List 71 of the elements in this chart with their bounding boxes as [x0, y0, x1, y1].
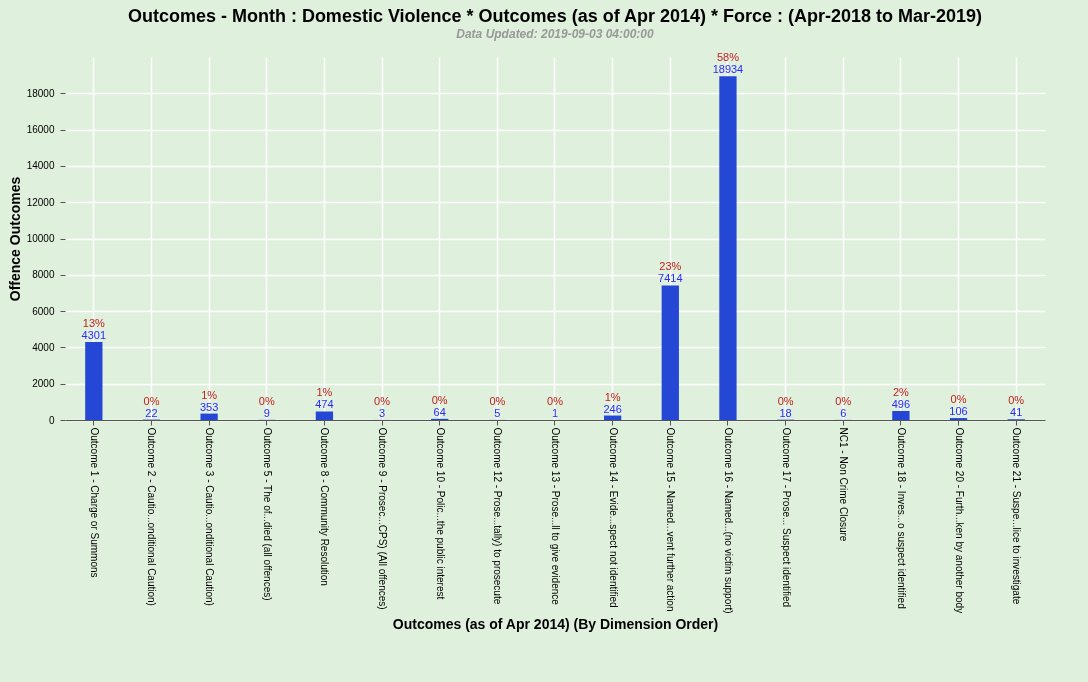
- data-label: 41: [1010, 406, 1023, 419]
- annotation: 1%: [604, 390, 621, 403]
- annotation: 0%: [950, 393, 967, 406]
- y-tick-label: 14000: [26, 160, 55, 172]
- bar: [661, 285, 679, 420]
- annotation: 0%: [547, 394, 564, 407]
- x-tick-label: Outcome 20 - Furth...ken by another body: [953, 427, 965, 614]
- data-label: 1: [551, 406, 559, 419]
- data-label: 7414: [658, 272, 683, 285]
- x-tick-label: Outcome 13 - Prose...ll to give evidence: [550, 427, 561, 606]
- bar: [892, 411, 910, 420]
- data-label: 6: [840, 406, 847, 419]
- bar: [719, 76, 737, 420]
- x-tick-label: Outcome 17 - Prose... Suspect identified: [780, 427, 792, 608]
- annotation: 58%: [716, 51, 740, 64]
- y-tick-label: 16000: [26, 124, 55, 136]
- x-tick-label: Outcome 2 - Cautio...onditional Caution): [146, 427, 158, 606]
- annotation: 1%: [316, 386, 333, 399]
- y-tick-label: 12000: [26, 196, 55, 208]
- x-tick-label: Outcome 14 - Evide...spect not identified: [607, 427, 619, 608]
- data-label: 4301: [81, 328, 107, 341]
- x-tick-label: Outcome 5 - The of...died (all offences): [261, 427, 273, 601]
- data-label: 353: [199, 400, 219, 413]
- annotation: 0%: [1008, 394, 1025, 407]
- x-tick-label: Outcome 16 - Named...(no victim support): [722, 427, 734, 614]
- x-tick-label: Outcome 21 - Suspe...lice to investigate: [1011, 427, 1023, 605]
- annotation: 13%: [82, 316, 106, 329]
- chart-title: Outcomes - Month : Domestic Violence * Outcomes (as of Apr 2014) * Force : (Apr-2018 to Mar-2019): [127, 6, 983, 27]
- data-label: 18: [779, 406, 792, 419]
- data-label: 22: [145, 406, 158, 419]
- chart-subtitle: Data Updated: 2019-09-03 04:00:00: [456, 27, 655, 42]
- x-tick-label: Outcome 8 - Community Resolution: [319, 427, 331, 586]
- annotation: 23%: [659, 260, 682, 273]
- annotation: 2%: [892, 386, 910, 398]
- data-label: 496: [891, 398, 911, 410]
- data-label: 246: [603, 402, 622, 415]
- annotation: 0%: [431, 393, 448, 406]
- x-tick-label: NC1 - Non Crime Closure: [838, 427, 850, 542]
- bar: [315, 411, 334, 420]
- y-axis-title: Offence Outcomes: [6, 176, 23, 302]
- data-label: 64: [433, 405, 446, 418]
- annotation: 0%: [143, 394, 160, 407]
- y-tick-label: 0: [48, 414, 55, 426]
- x-tick-label: Outcome 1 - Charge or Summons: [88, 427, 100, 578]
- annotation: 0%: [374, 394, 391, 407]
- y-tick-label: 2000: [32, 378, 55, 390]
- data-label: 18934: [712, 63, 744, 76]
- annotation: 0%: [835, 394, 852, 407]
- x-tick-label: Outcome 18 - Inves...o suspect identified: [895, 427, 907, 609]
- data-label: 3: [379, 406, 386, 419]
- x-tick-label: Outcome 10 - Polic...the public interest: [434, 427, 446, 600]
- annotation: 0%: [777, 394, 794, 407]
- annotation: 0%: [258, 394, 275, 407]
- x-tick-label: Outcome 15 - Named...vent further action: [665, 427, 677, 612]
- data-label: 106: [949, 405, 968, 418]
- y-tick-label: 4000: [32, 341, 55, 353]
- y-tick-label: 6000: [32, 305, 55, 317]
- y-tick-label: 18000: [26, 87, 55, 99]
- bar: [200, 413, 218, 420]
- y-tick-label: 8000: [32, 269, 55, 281]
- x-tick-label: Outcome 12 - Prose...tally) to prosecute: [492, 427, 504, 605]
- x-axis-title: Outcomes (as of Apr 2014) (By Dimension Order): [392, 615, 719, 632]
- y-tick-label: 10000: [26, 233, 55, 244]
- data-label: 9: [263, 406, 270, 419]
- annotation: 0%: [489, 394, 506, 407]
- bar: [85, 341, 103, 420]
- x-tick-label: Outcome 3 - Cautio...onditional Caution): [204, 427, 216, 606]
- annotation: 1%: [201, 388, 218, 401]
- data-label: 5: [494, 406, 501, 419]
- data-label: 474: [315, 398, 334, 411]
- x-tick-label: Outcome 9 - Prosec...CPS) (All offences): [377, 427, 389, 610]
